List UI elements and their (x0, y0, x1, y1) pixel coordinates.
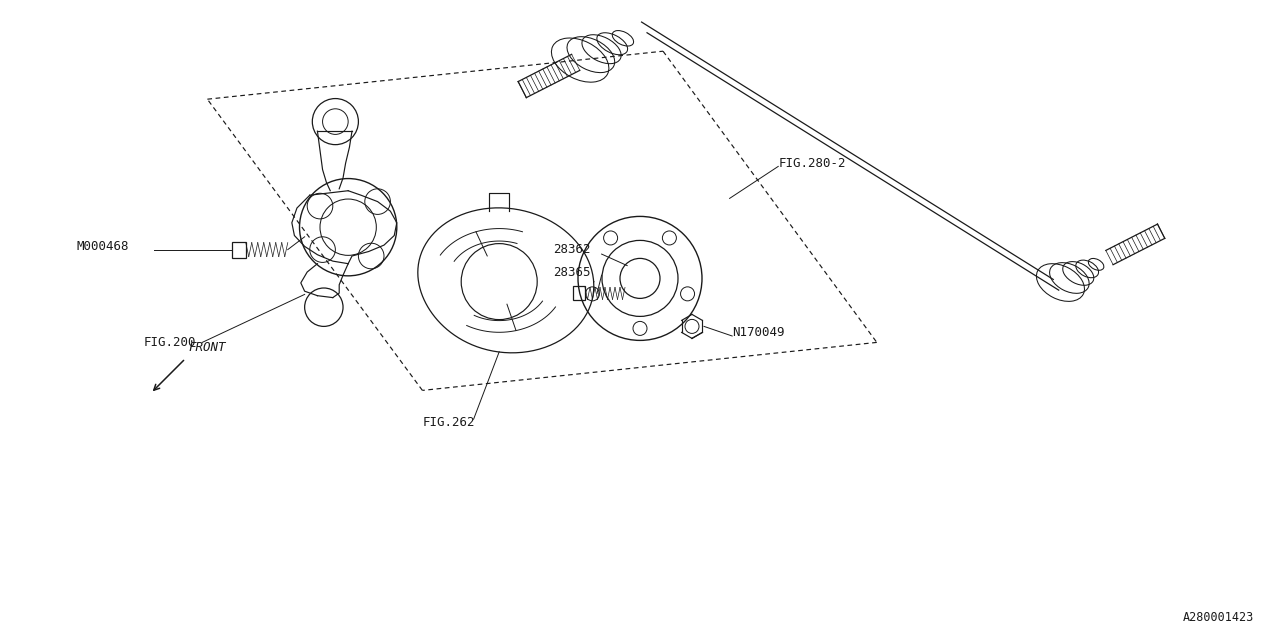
Text: FIG.262: FIG.262 (422, 416, 475, 429)
Text: M000468: M000468 (77, 240, 129, 253)
Bar (232, 241, 246, 257)
Text: 28362: 28362 (553, 243, 590, 256)
Text: FRONT: FRONT (188, 341, 227, 355)
Bar (573, 286, 585, 300)
Text: 28365: 28365 (553, 266, 590, 278)
Text: N170049: N170049 (732, 326, 785, 339)
Text: A280001423: A280001423 (1183, 611, 1254, 624)
Text: FIG.280-2: FIG.280-2 (778, 157, 846, 170)
Text: FIG.200: FIG.200 (143, 336, 196, 349)
